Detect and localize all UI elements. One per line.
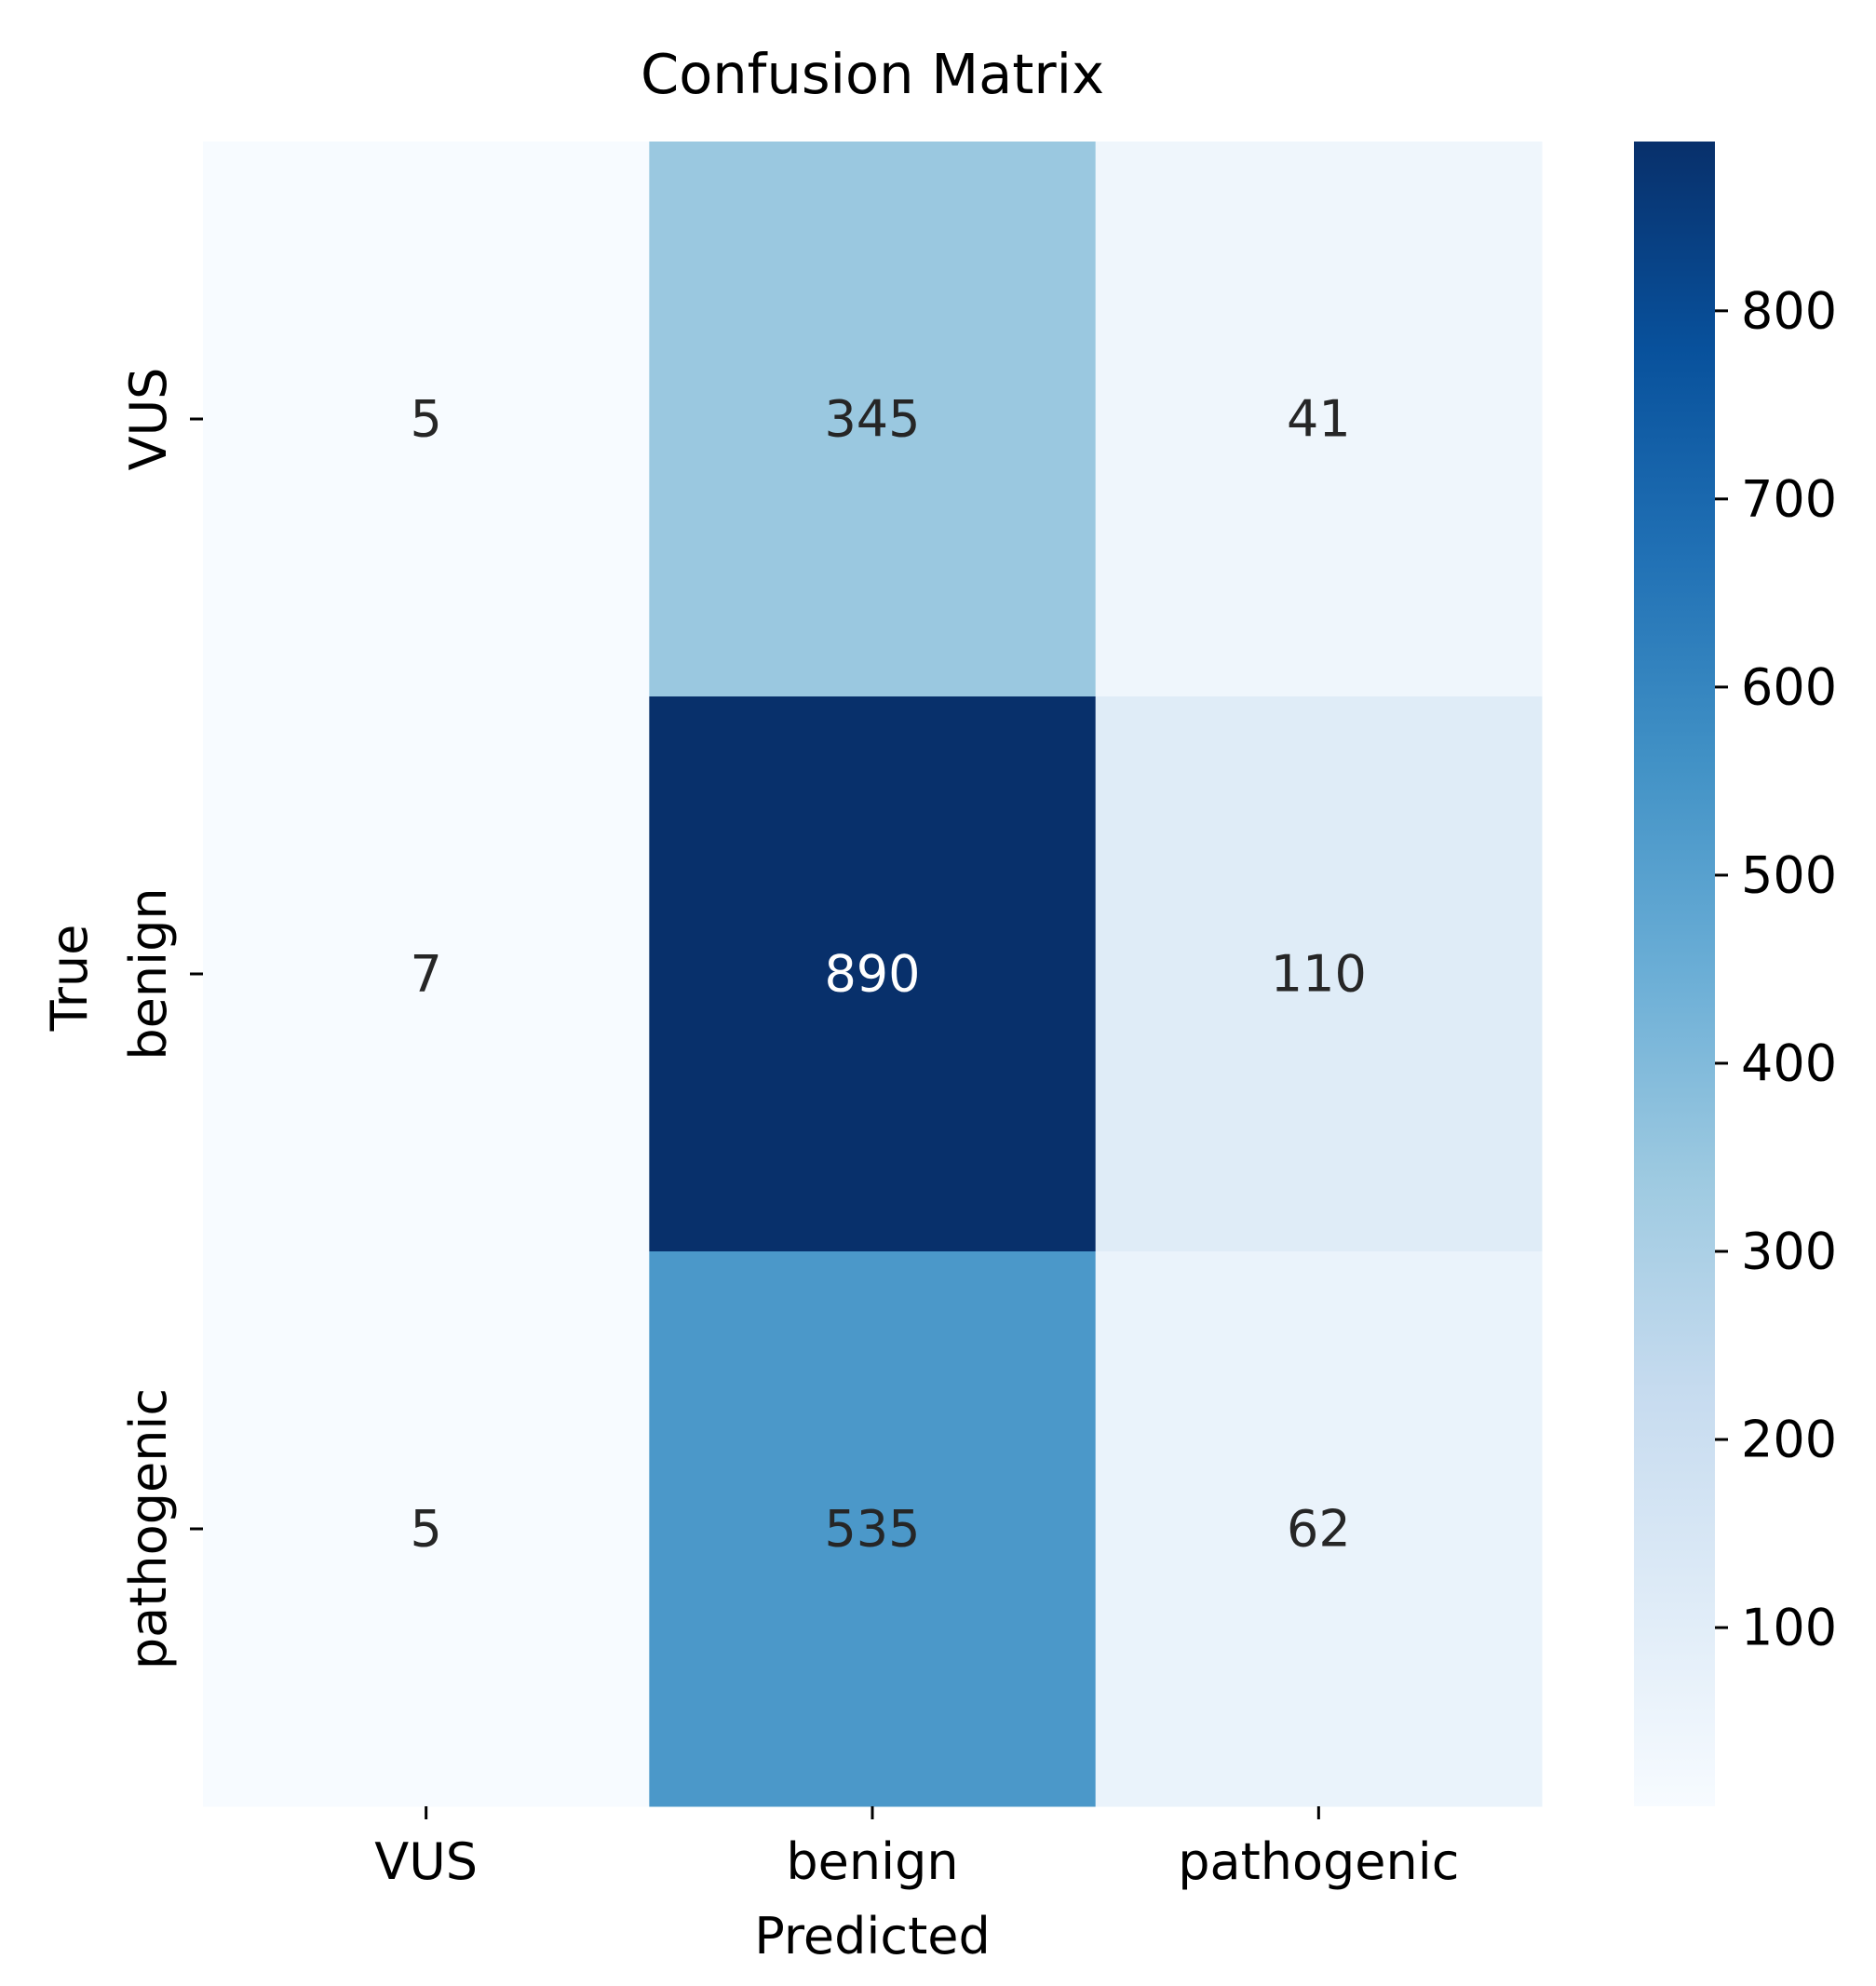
cell-value-label: 535 <box>824 1500 920 1559</box>
heatmap-cell <box>1095 1251 1543 1807</box>
heatmap-cell <box>203 142 650 697</box>
chart-title: Confusion Matrix <box>641 42 1104 106</box>
cell-value-label: 890 <box>824 945 920 1004</box>
y-tick-label: pathogenic <box>119 1388 178 1669</box>
heatmap-cell-labels: 5 345 41 7 890 110 5 535 62 <box>410 390 1366 1559</box>
colorbar-tick-label: 600 <box>1741 657 1837 716</box>
colorbar-tick-label: 400 <box>1741 1034 1837 1092</box>
cell-value-label: 7 <box>410 945 441 1004</box>
x-tick-label: benign <box>786 1832 958 1891</box>
colorbar-ticks: 100 200 300 400 500 600 700 800 <box>1715 281 1837 1657</box>
y-axis: VUS benign pathogenic <box>119 368 203 1669</box>
x-tick-label: pathogenic <box>1178 1832 1459 1891</box>
y-tick-label: benign <box>119 887 178 1060</box>
heatmap-cell <box>203 1251 650 1807</box>
colorbar-tick-label: 500 <box>1741 845 1837 904</box>
heatmap-cells <box>203 142 1543 1807</box>
heatmap-cell <box>649 1251 1097 1807</box>
cell-value-label: 5 <box>410 1500 441 1559</box>
colorbar-tick-label: 700 <box>1741 469 1837 528</box>
cell-value-label: 5 <box>410 390 441 449</box>
cell-value-label: 110 <box>1271 945 1367 1004</box>
colorbar-tick-label: 300 <box>1741 1223 1837 1281</box>
x-axis-label: Predicted <box>754 1907 991 1966</box>
cell-value-label: 345 <box>824 390 920 449</box>
heatmap-cell <box>1095 142 1543 697</box>
heatmap-cell <box>649 142 1097 697</box>
y-axis-label: True <box>40 925 99 1033</box>
heatmap-cell <box>203 696 650 1252</box>
y-tick-label: VUS <box>119 368 178 471</box>
x-axis: VUS benign pathogenic <box>374 1806 1459 1891</box>
colorbar-tick-label: 100 <box>1741 1599 1837 1657</box>
x-tick-label: VUS <box>374 1832 478 1891</box>
cell-value-label: 62 <box>1287 1500 1351 1559</box>
heatmap-cell <box>1095 696 1543 1252</box>
heatmap-cell <box>649 696 1097 1252</box>
colorbar <box>1634 142 1715 1806</box>
cell-value-label: 41 <box>1287 390 1351 449</box>
colorbar-tick-label: 800 <box>1741 281 1837 340</box>
colorbar-tick-label: 200 <box>1741 1411 1837 1469</box>
